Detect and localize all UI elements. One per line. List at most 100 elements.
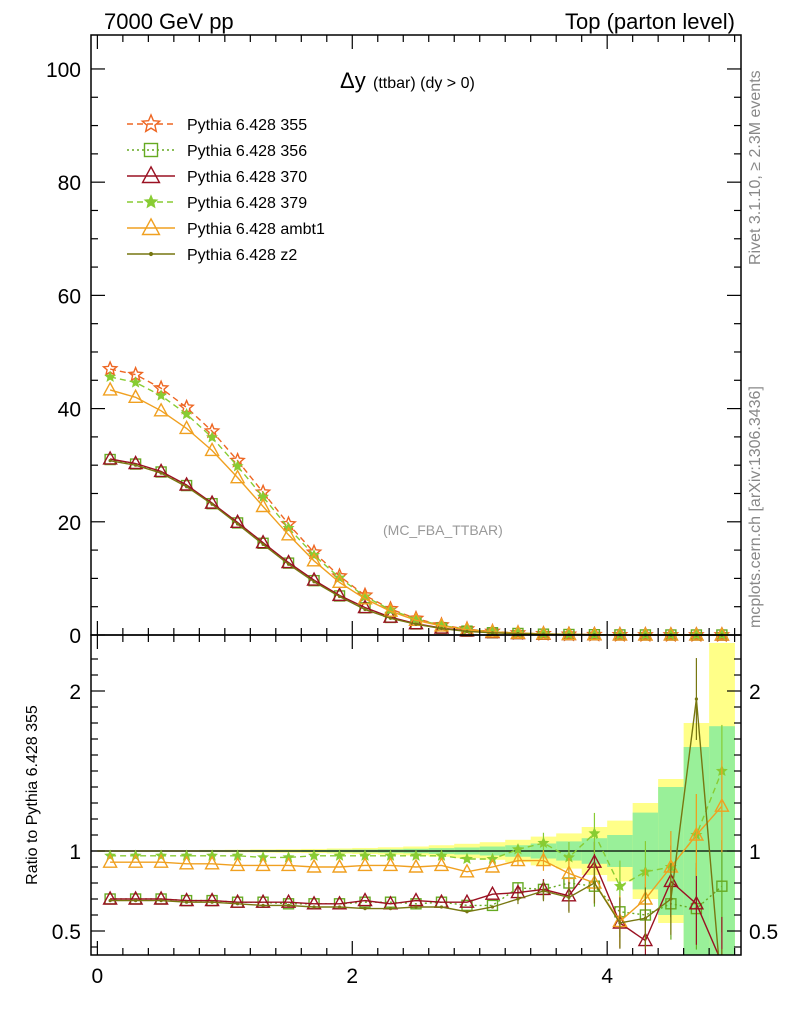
ratio-point (388, 907, 393, 911)
legend-marker (143, 194, 159, 209)
ratio-point (255, 893, 271, 908)
data-point (229, 469, 246, 484)
ratio-point (229, 856, 246, 872)
data-point (153, 462, 169, 478)
legend-marker (141, 217, 161, 236)
data-point (382, 602, 399, 617)
ratio-point (184, 900, 189, 904)
ratio-point (465, 910, 469, 914)
ratio-y-tick-label-right: 2 (749, 681, 761, 704)
legend-label: Pythia 6.428 356 (187, 143, 307, 160)
ratio-point (588, 827, 601, 839)
ratio-point (312, 905, 316, 909)
ratio-point (331, 858, 348, 873)
ratio-y-tick-label: 2 (69, 681, 81, 704)
legend-label: Pythia 6.428 370 (187, 169, 307, 186)
ratio-point (414, 905, 418, 909)
ratio-point (382, 856, 399, 872)
ratio-point (561, 864, 577, 880)
legend-label: Pythia 6.428 379 (187, 195, 307, 212)
watermark: (MC_FBA_TTBAR) (383, 522, 503, 538)
data-point (102, 381, 118, 396)
series-4 (102, 381, 730, 641)
ratio-point (567, 895, 571, 900)
legend-entry: Pythia 6.428 370 (127, 165, 307, 186)
main-y-axis: 0 20 40 60 80 100 (46, 35, 741, 648)
ratio-point (102, 853, 118, 868)
data-point (178, 476, 195, 491)
ratio-y-tick-label: 1 (69, 841, 81, 864)
legend-entry: Pythia 6.428 379 (127, 194, 307, 212)
ratio-point (721, 954, 723, 955)
ratio-y-tick-label: 0.5 (52, 921, 81, 944)
legend-marker (148, 251, 154, 257)
ratio-point (331, 895, 348, 910)
series-line (109, 368, 722, 636)
ratio-point (178, 855, 195, 870)
legend-entry: Pythia 6.428 355 (127, 113, 307, 134)
series-0 (101, 360, 731, 643)
legend-entry: Pythia 6.428 z2 (127, 247, 297, 264)
y-tick-label: 80 (58, 172, 81, 195)
data-point (612, 626, 628, 641)
data-point (134, 463, 138, 467)
legend-label: Pythia 6.428 ambt1 (187, 221, 325, 238)
series-line (109, 458, 722, 636)
ratio-point (261, 903, 265, 908)
x-tick-label: 4 (601, 965, 613, 988)
data-point (180, 407, 193, 420)
data-point (286, 562, 291, 566)
main-title-rest: (ttbar) (dy > 0) (373, 75, 475, 92)
ratio-point (409, 849, 423, 861)
ratio-point (535, 852, 552, 867)
ratio-point (206, 849, 219, 861)
ratio-point (516, 897, 520, 901)
legend-entry: Pythia 6.428 356 (127, 142, 307, 160)
header-right: Top (parton level) (565, 9, 735, 34)
ratio-point (337, 905, 342, 909)
series-line (109, 460, 722, 636)
ratio-point (282, 851, 295, 863)
y-tick-label: 20 (58, 512, 81, 535)
ratio-point (306, 858, 322, 873)
data-point (414, 622, 418, 626)
main-panel: (MC_FBA_TTBAR) 0 20 40 60 80 100 Δy (ttbar) (… (46, 34, 742, 648)
series-line (109, 376, 722, 636)
data-point (388, 616, 393, 620)
data-point (637, 626, 654, 641)
data-point (129, 376, 142, 388)
ratio-point (134, 899, 138, 903)
y-tick-label: 0 (69, 625, 81, 648)
series-line (109, 389, 722, 636)
data-point (127, 388, 144, 403)
data-point (663, 626, 679, 641)
ratio-point (153, 853, 169, 868)
data-point (255, 498, 271, 513)
ratio-point (439, 905, 444, 909)
ratio-point (102, 890, 118, 905)
legend-label: Pythia 6.428 355 (187, 117, 307, 134)
x-tick-label: 0 (92, 965, 104, 988)
data-point (357, 590, 373, 605)
data-point (204, 442, 220, 457)
ratio-point (204, 892, 220, 907)
mcplots-label: mcplots.cern.ch [arXiv:1306.3436] (747, 386, 764, 628)
ratio-point (180, 849, 193, 861)
ratio-series-group (102, 658, 730, 955)
ratio-panel: 0.5 0.5 1 1 2 2 0 2 4 Ratio to Pythia 6.428 355 (24, 634, 778, 988)
ratio-point (484, 885, 501, 900)
header-left: 7000 GeV pp (104, 9, 234, 34)
ratio-y-label: Ratio to Pythia 6.428 355 (24, 705, 41, 885)
ratio-point (127, 890, 144, 905)
ratio-point (178, 892, 195, 907)
data-point (306, 552, 322, 567)
data-point (153, 402, 169, 417)
legend-label: Pythia 6.428 z2 (187, 247, 297, 264)
data-point (510, 624, 526, 639)
data-point (688, 626, 705, 641)
data-point (210, 502, 214, 506)
ratio-point (484, 858, 501, 873)
ratio-curves (91, 658, 741, 955)
rivet-label: Rivet 3.1.10, ≥ 2.3M events (747, 70, 764, 265)
data-point (280, 526, 297, 541)
